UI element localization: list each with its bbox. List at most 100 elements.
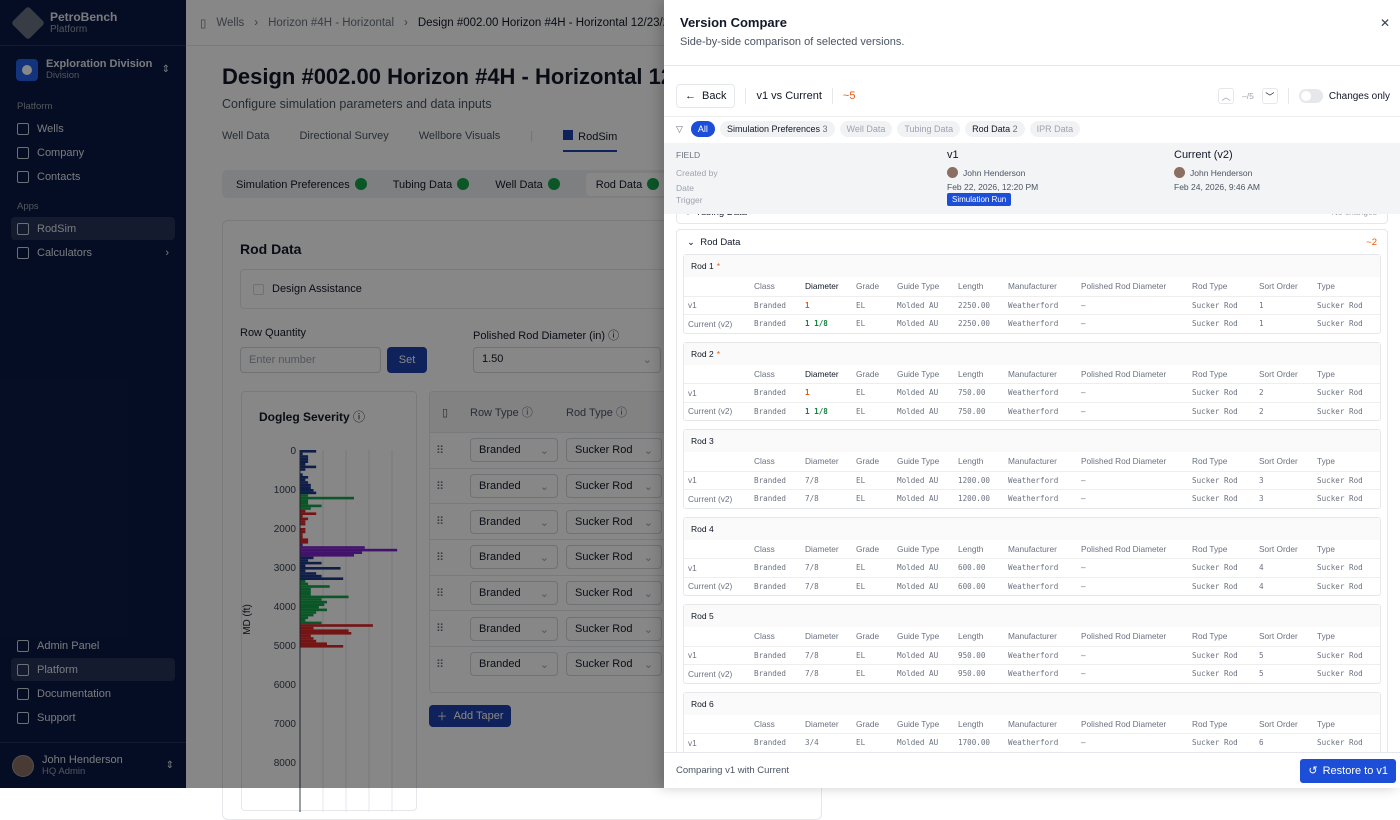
dogleg-bar xyxy=(300,632,352,635)
rod-compare-card: Rod 3 Class Diameter Grade Guide Type Length M… xyxy=(683,429,1381,509)
set-button[interactable]: Set xyxy=(387,347,427,373)
rod-type-select[interactable]: Sucker Rod ⌄ xyxy=(566,545,662,570)
dogleg-bar xyxy=(300,569,306,573)
chevron-down-icon: ⌄ xyxy=(642,354,652,366)
row-quantity-input[interactable]: Enter number xyxy=(240,347,381,373)
sidebar-item-contacts[interactable]: Contacts xyxy=(11,165,175,188)
wells-icon xyxy=(17,122,29,135)
dogleg-bar xyxy=(300,556,314,560)
y-tick-label: 7000 xyxy=(274,719,297,730)
filter-chip[interactable]: Rod Data 2 xyxy=(965,121,1025,137)
sidebar-item-support[interactable]: Support xyxy=(11,706,175,729)
dogleg-bar xyxy=(300,517,309,521)
y-tick-label: 8000 xyxy=(274,758,297,769)
drag-handle-icon[interactable]: ⠿ xyxy=(436,444,445,457)
row-type-select[interactable]: Branded ⌄ xyxy=(470,581,558,606)
close-icon[interactable]: ✕ xyxy=(1379,16,1390,30)
back-button[interactable]: ← Back xyxy=(676,84,736,108)
sidebar-item-admin-panel[interactable]: Admin Panel xyxy=(11,634,175,657)
change-count: ~5 xyxy=(842,90,856,102)
rod-type-select[interactable]: Sucker Rod ⌄ xyxy=(566,581,662,606)
prev-change-button[interactable]: ︿ xyxy=(1218,88,1235,104)
add-taper-button[interactable]: ＋ Add Taper xyxy=(429,705,511,727)
drag-handle-icon[interactable]: ⠿ xyxy=(436,623,445,636)
step-well-data[interactable]: Well Data xyxy=(495,177,560,191)
dogleg-bar xyxy=(300,520,306,523)
drag-handle-icon[interactable]: ⠿ xyxy=(436,587,445,600)
rod-type-select[interactable]: Sucker Rod ⌄ xyxy=(566,438,662,463)
dogleg-bar xyxy=(300,483,311,487)
dogleg-bar xyxy=(300,463,306,466)
y-tick-label: 0 xyxy=(290,446,296,457)
dogleg-bar xyxy=(300,496,354,500)
building-icon xyxy=(17,146,29,159)
table-row: Current (v2) Branded 7/8 EL Molded AU 1200.00… xyxy=(684,489,1380,508)
user-menu[interactable]: John Henderson HQ Admin ⇕ xyxy=(0,742,186,788)
restore-button[interactable]: ↺ Restore to v1 xyxy=(1300,758,1396,783)
breadcrumb-well[interactable]: Horizon #4H - Horizontal xyxy=(268,16,395,29)
sidebar-item-calculators[interactable]: Calculators › xyxy=(11,241,175,264)
breadcrumb-wells[interactable]: Wells xyxy=(216,16,245,29)
row-type-select[interactable]: Branded ⌄ xyxy=(470,545,558,570)
dogleg-bar xyxy=(300,574,322,578)
tab-directional-survey[interactable]: Directional Survey xyxy=(299,130,389,142)
sidebar-item-company[interactable]: Company xyxy=(11,141,175,164)
dogleg-bar xyxy=(300,494,309,497)
row-type-select[interactable]: Branded ⌄ xyxy=(470,474,558,499)
dogleg-bar xyxy=(300,626,314,630)
filter-chip[interactable]: Simulation Preferences 3 xyxy=(719,121,835,137)
section-label: Apps xyxy=(17,201,39,212)
row-type-select[interactable]: Branded ⌄ xyxy=(470,652,558,677)
next-change-button[interactable]: ﹀ xyxy=(1261,88,1278,104)
dogleg-bar xyxy=(300,600,327,604)
dogleg-bar xyxy=(300,455,309,458)
filter-chip[interactable]: Well Data xyxy=(839,121,893,137)
y-tick-label: 4000 xyxy=(274,602,297,613)
row-type-select[interactable]: Branded ⌄ xyxy=(470,616,558,641)
changes-only-toggle[interactable] xyxy=(1298,89,1323,103)
sidebar-item-wells[interactable]: Wells xyxy=(11,117,175,140)
shield-icon xyxy=(17,639,29,652)
rod-data-group-header[interactable]: ⌄ Rod Data ~2 xyxy=(687,236,1377,248)
step-rod-data[interactable]: Rod Data xyxy=(585,172,670,196)
v2-author: John Henderson xyxy=(1174,167,1252,178)
drag-handle-icon[interactable]: ⠿ xyxy=(436,658,445,671)
drag-handle-icon[interactable]: ⠿ xyxy=(436,551,445,564)
rod-type-select[interactable]: Sucker Rod ⌄ xyxy=(566,509,662,534)
row-type-select[interactable]: Branded ⌄ xyxy=(470,509,558,534)
dogleg-bar xyxy=(300,546,365,549)
rod-type-select[interactable]: Sucker Rod ⌄ xyxy=(566,616,662,641)
tab-well-data[interactable]: Well Data xyxy=(222,130,270,142)
table-row: Current (v2) Branded 7/8 EL Molded AU 600.00 W… xyxy=(684,576,1380,596)
org-switcher[interactable]: Exploration Division Division ⇕ xyxy=(0,46,186,93)
drag-handle-icon[interactable]: ⠿ xyxy=(436,480,445,493)
filter-chip[interactable]: All xyxy=(690,121,715,137)
polished-rod-select[interactable]: 1.50 ⌄ xyxy=(473,347,661,373)
step-simulation-preferences[interactable]: Simulation Preferences xyxy=(236,177,367,191)
dogleg-bar xyxy=(300,582,309,586)
dogleg-bar xyxy=(300,491,317,495)
sidebar-item-documentation[interactable]: Documentation xyxy=(11,682,175,705)
rod-type-select[interactable]: Sucker Rod ⌄ xyxy=(566,652,662,677)
drag-handle-icon[interactable]: ⠿ xyxy=(436,516,445,529)
filter-chip[interactable]: IPR Data xyxy=(1029,121,1081,137)
dogleg-bar xyxy=(300,548,398,552)
compare-scroll-area[interactable]: › Tubing DataNo changes ⌄ Rod Data~2 Rod… xyxy=(676,200,1388,752)
rod-type-select[interactable]: Sucker Rod ⌄ xyxy=(566,474,662,499)
sidebar-toggle-icon[interactable]: ▯ xyxy=(200,17,207,30)
row-type-select[interactable]: Branded ⌄ xyxy=(470,438,558,463)
sidebar-item-rodsim[interactable]: RodSim xyxy=(11,217,175,240)
filter-chip[interactable]: Tubing Data xyxy=(897,121,961,137)
tab-rodsim[interactable]: RodSim xyxy=(563,130,618,152)
step-tubing-data[interactable]: Tubing Data xyxy=(393,177,470,191)
changed-marker: * xyxy=(716,348,720,359)
polished-rod-label: Polished Rod Diameter (in) ⓘ xyxy=(473,330,620,342)
modal-backdrop[interactable] xyxy=(0,0,664,788)
calculator-icon xyxy=(17,246,29,259)
tab-wellbore-visuals[interactable]: Wellbore Visuals xyxy=(418,130,501,142)
dogleg-bar xyxy=(300,639,317,643)
brand[interactable]: PetroBench Platform xyxy=(0,0,186,46)
dogleg-bar xyxy=(300,486,311,489)
dogleg-bar xyxy=(300,561,322,565)
sidebar-item-platform[interactable]: Platform xyxy=(11,658,175,681)
